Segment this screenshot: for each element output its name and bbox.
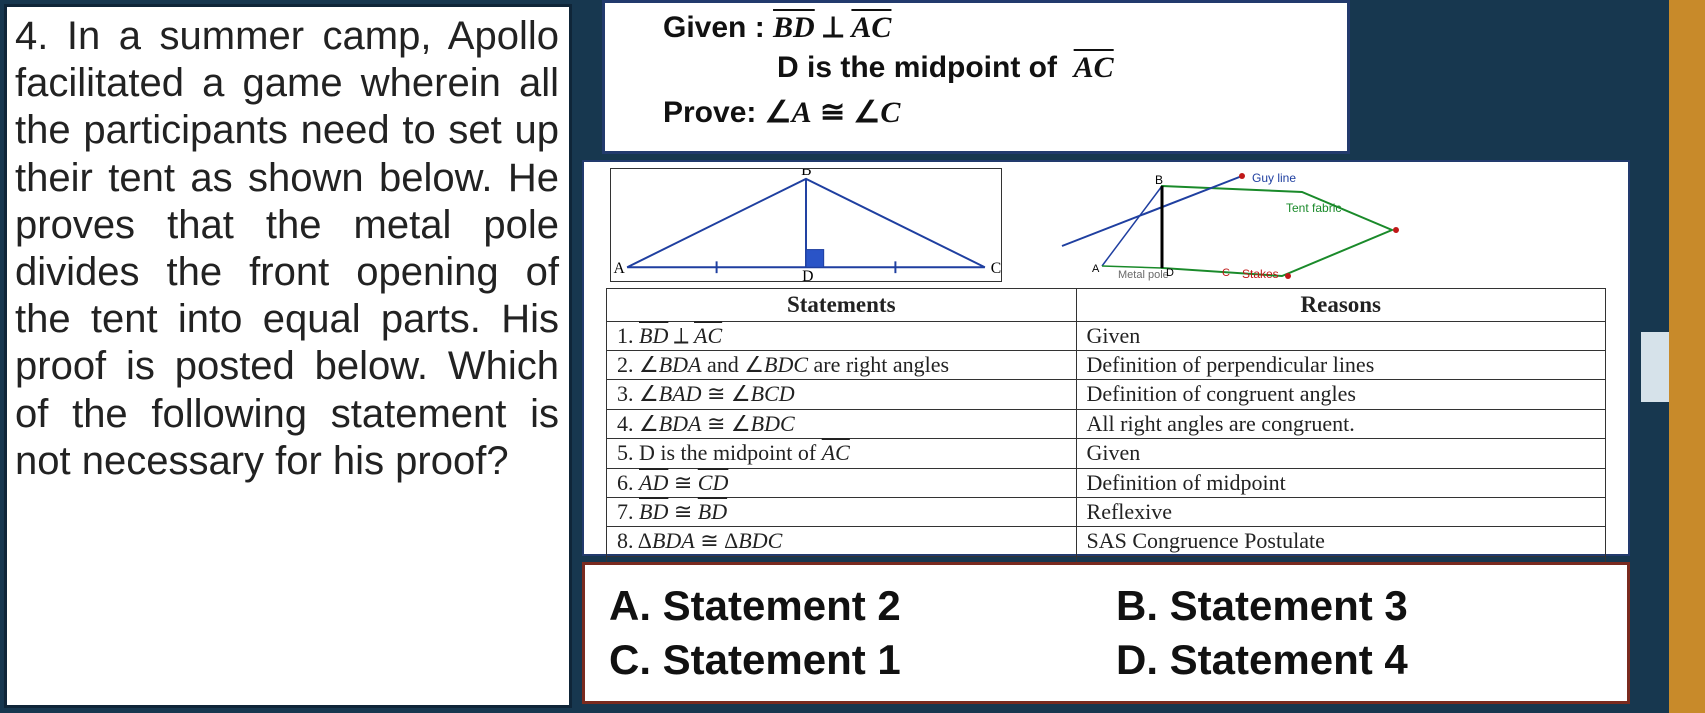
statement-cell: 5. D is the midpoint of AC	[607, 439, 1077, 468]
reason-cell: Given	[1076, 439, 1605, 468]
reason-cell: Definition of congruent angles	[1076, 380, 1605, 409]
diagram-row: A B C D Guy line Tent fabric Metal pole Stakes…	[584, 162, 1628, 288]
statement-cell: 7. BD ≅ BD	[607, 497, 1077, 526]
table-row: 2. ∠BDA and ∠BDC are right anglesDefinit…	[607, 350, 1606, 379]
given-prove-box: Given : BD ⟂ AC D is the midpoint of AC …	[602, 0, 1350, 154]
proof-table-body: 1. BD ⟂ ACGiven2. ∠BDA and ∠BDC are righ…	[607, 321, 1606, 586]
reason-cell: All right angles are congruent.	[1076, 409, 1605, 438]
svg-text:Tent fabric: Tent fabric	[1286, 201, 1341, 215]
option-a[interactable]: A. Statement 2	[609, 582, 1096, 630]
svg-text:A: A	[1092, 263, 1100, 275]
option-b[interactable]: B. Statement 3	[1116, 582, 1603, 630]
svg-text:C: C	[1222, 267, 1230, 279]
proof-panel: A B C D Guy line Tent fabric Metal pole Stakes…	[582, 160, 1630, 556]
reason-cell: Definition of midpoint	[1076, 468, 1605, 497]
statement-cell: 1. BD ⟂ AC	[607, 321, 1077, 350]
question-text: 4. In a summer camp, Apollo facilitated …	[15, 14, 559, 483]
svg-text:Stakes: Stakes	[1242, 267, 1279, 281]
given-line-1: Given : BD ⟂ AC	[663, 11, 1327, 45]
table-row: 4. ∠BDA ≅ ∠BDCAll right angles are congr…	[607, 409, 1606, 438]
options-box: A. Statement 2 B. Statement 3 C. Stateme…	[582, 562, 1630, 704]
table-header-reasons: Reasons	[1076, 289, 1605, 322]
table-row: 8. ΔBDA ≅ ΔBDCSAS Congruence Postulate	[607, 527, 1606, 556]
tent-diagram: Guy line Tent fabric Metal pole Stakes B D A C	[1042, 168, 1422, 282]
option-c[interactable]: C. Statement 1	[609, 636, 1096, 684]
svg-text:C: C	[991, 260, 1001, 277]
table-row: 7. BD ≅ BDReflexive	[607, 497, 1606, 526]
given-expr-1: BD ⟂ AC	[773, 11, 891, 44]
reason-cell: SAS Congruence Postulate	[1076, 527, 1605, 556]
svg-text:B: B	[801, 168, 811, 179]
question-box: 4. In a summer camp, Apollo facilitated …	[4, 4, 572, 708]
svg-text:B: B	[1155, 173, 1163, 187]
statement-cell: 6. AD ≅ CD	[607, 468, 1077, 497]
statement-cell: 4. ∠BDA ≅ ∠BDC	[607, 409, 1077, 438]
given-label: Given :	[663, 11, 765, 44]
statement-cell: 8. ΔBDA ≅ ΔBDC	[607, 527, 1077, 556]
table-row: 6. AD ≅ CDDefinition of midpoint	[607, 468, 1606, 497]
option-d[interactable]: D. Statement 4	[1116, 636, 1603, 684]
table-header-statements: Statements	[607, 289, 1077, 322]
table-row: 1. BD ⟂ ACGiven	[607, 321, 1606, 350]
svg-text:D: D	[802, 268, 813, 282]
statement-cell: 3. ∠BAD ≅ ∠BCD	[607, 380, 1077, 409]
proof-table: Statements Reasons 1. BD ⟂ ACGiven2. ∠BD…	[606, 288, 1606, 586]
given-line-2: D is the midpoint of AC	[663, 51, 1327, 85]
svg-text:Metal pole: Metal pole	[1118, 269, 1169, 281]
statement-cell: 2. ∠BDA and ∠BDC are right angles	[607, 350, 1077, 379]
triangle-diagram: A B C D	[610, 168, 1002, 282]
table-row: 5. D is the midpoint of ACGiven	[607, 439, 1606, 468]
svg-text:D: D	[1166, 267, 1174, 279]
prove-expr: ∠A ≅ ∠C	[765, 96, 901, 129]
table-row: 3. ∠BAD ≅ ∠BCDDefinition of congruent an…	[607, 380, 1606, 409]
slide: 4. In a summer camp, Apollo facilitated …	[0, 0, 1705, 713]
svg-text:Guy line: Guy line	[1252, 171, 1296, 185]
side-tab	[1641, 332, 1669, 402]
orange-side-bar	[1669, 0, 1705, 713]
prove-line: Prove: ∠A ≅ ∠C	[663, 95, 1327, 130]
reason-cell: Reflexive	[1076, 497, 1605, 526]
svg-text:A: A	[613, 260, 625, 277]
reason-cell: Definition of perpendicular lines	[1076, 350, 1605, 379]
reason-cell: Given	[1076, 321, 1605, 350]
prove-label: Prove:	[663, 96, 756, 129]
